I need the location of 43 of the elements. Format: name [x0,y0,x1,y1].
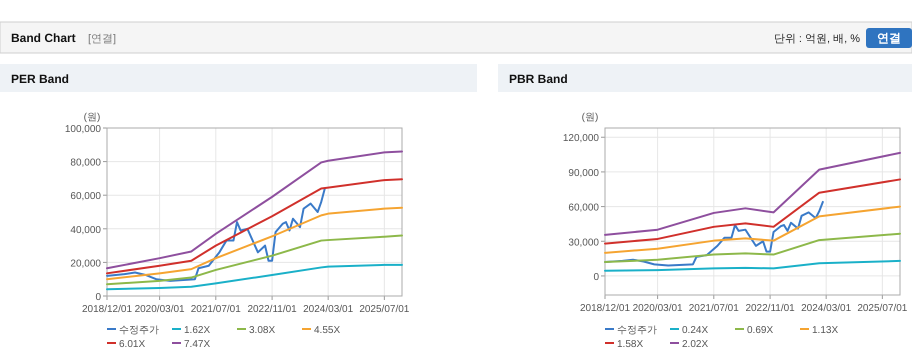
y-tick-label: 0 [95,292,102,303]
y-tick-label: 0 [593,272,600,283]
x-tick-label: 2021/07/01 [190,304,242,315]
legend-label: 0.24X [682,325,708,336]
y-axis-title: (원) [84,112,100,123]
y-tick-label: 80,000 [70,158,102,169]
chart-title: PER Band [11,72,70,86]
text: [연결] [88,33,116,45]
x-tick-label: 2018/12/01 [82,304,132,315]
legend-label: 수정주가 [617,325,657,336]
y-tick-label: 60,000 [568,202,600,214]
x-tick-label: 2022/11/01 [745,303,796,314]
y-tick-label: 90,000 [568,168,600,179]
x-tick-label: 2018/12/01 [580,303,630,314]
legend-label: 1.58X [617,339,644,350]
legend-label: 1.62X [184,325,210,336]
chart-title: PBR Band [509,72,568,86]
legend-label: 2.02X [682,339,708,350]
x-tick-label: 2020/03/01 [134,304,186,315]
legend-label: 6.01X [119,339,146,350]
x-tick-label: 2025/07/01 [359,304,410,315]
x-tick-label: 2024/03/01 [303,304,354,315]
legend-label: 0.69X [747,325,774,336]
x-tick-label: 2024/03/01 [801,303,852,314]
y-tick-label: 20,000 [70,258,102,270]
x-tick-label: 2020/03/01 [632,303,684,314]
y-tick-label: 60,000 [70,191,102,202]
x-tick-label: 2021/07/01 [688,303,740,314]
x-tick-label: 2025/07/01 [857,303,908,314]
y-axis-title: (원) [582,112,598,123]
legend-label: 4.55X [314,325,340,336]
legend-label: 3.08X [249,325,276,336]
legend-label: 수정주가 [119,325,159,336]
y-tick-label: 40,000 [70,224,102,236]
y-tick-label: 120,000 [562,133,600,144]
legend-label: 7.47X [184,339,210,350]
x-tick-label: 2022/11/01 [247,304,298,315]
legend-label: 1.13X [812,325,838,336]
text: Band Chart [11,31,76,45]
text: 단위 : 억원, 배, % [774,33,860,45]
y-tick-label: 100,000 [64,124,102,135]
y-tick-label: 30,000 [568,237,600,248]
button: 연결 [866,28,912,48]
